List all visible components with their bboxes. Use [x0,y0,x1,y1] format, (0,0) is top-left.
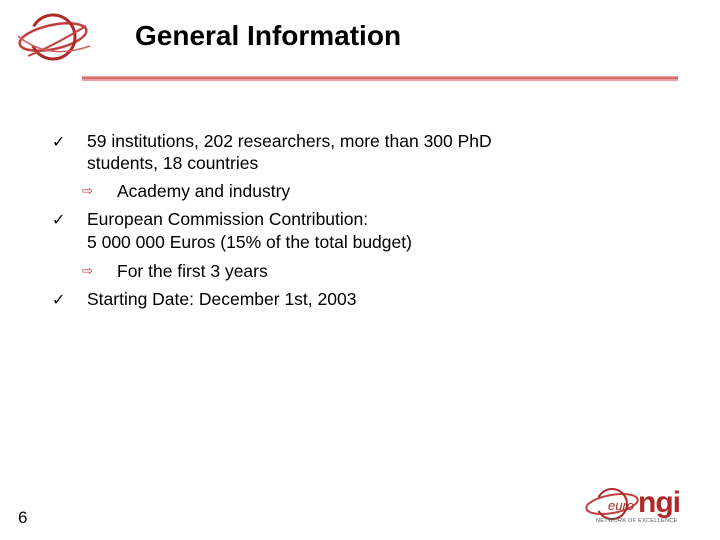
bullet-1-line-1: 59 institutions, 202 researchers, more t… [87,131,492,151]
hollow-arrow-icon: ⇨ [82,264,93,279]
logo-ngi-text: ngi [638,486,681,519]
bullet-3-line-1: Starting Date: December 1st, 2003 [87,289,357,309]
check-icon: ✓ [52,210,66,229]
bullet-1-sub: Academy and industry [117,181,291,201]
slide-title: General Information [135,20,402,51]
check-icon: ✓ [52,132,66,151]
bullet-2-line-2: 5 000 000 Euros (15% of the total budget… [87,232,412,252]
euro-ngi-logo-icon [17,13,91,61]
title-divider [82,76,678,81]
logo-euro-text: euro [608,498,635,513]
logo-tagline: NETWORK OF EXCELLENCE [596,518,678,524]
bullet-2-line-1: European Commission Contribution: [87,209,369,229]
bullet-2-sub: For the first 3 years [117,261,268,281]
page-number: 6 [18,508,28,527]
bullet-1-line-2: students, 18 countries [87,153,259,173]
euro-ngi-footer-logo: euro ngi NETWORK OF EXCELLENCE [582,486,692,528]
hollow-arrow-icon: ⇨ [82,184,93,199]
check-icon: ✓ [52,290,66,309]
orbit-logo-icon [585,488,639,520]
